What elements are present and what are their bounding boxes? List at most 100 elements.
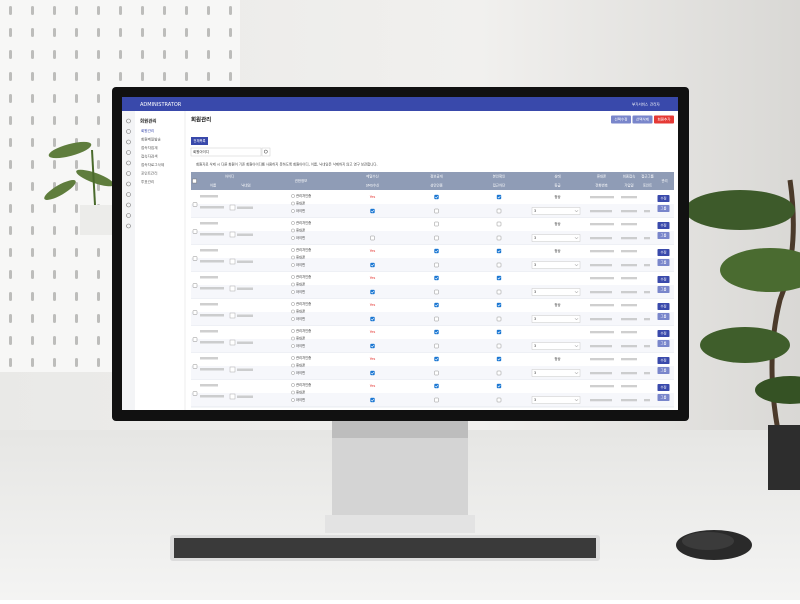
radio[interactable] xyxy=(291,356,295,360)
radio[interactable] xyxy=(291,290,295,294)
radio[interactable] xyxy=(291,383,295,387)
level-select[interactable] xyxy=(531,207,581,215)
checkbox[interactable] xyxy=(496,302,502,308)
row-button[interactable] xyxy=(657,367,670,374)
radio[interactable] xyxy=(291,302,295,306)
checkbox[interactable] xyxy=(192,256,198,261)
action-button[interactable] xyxy=(654,115,674,124)
checkbox[interactable] xyxy=(434,316,439,322)
checkbox[interactable] xyxy=(370,343,375,349)
radio[interactable] xyxy=(291,201,295,206)
checkbox[interactable] xyxy=(496,383,502,389)
action-button[interactable] xyxy=(611,115,631,124)
tab[interactable] xyxy=(191,137,208,145)
checkbox[interactable] xyxy=(434,194,439,200)
checkbox[interactable] xyxy=(434,397,439,403)
level-select[interactable] xyxy=(531,315,581,323)
checkbox[interactable] xyxy=(434,262,439,268)
row-button[interactable] xyxy=(657,330,670,337)
checkbox[interactable] xyxy=(434,275,439,281)
level-select[interactable] xyxy=(531,234,581,242)
checkbox[interactable] xyxy=(434,302,439,308)
radio[interactable] xyxy=(291,317,295,321)
checkbox[interactable] xyxy=(496,248,502,254)
radio[interactable] xyxy=(291,228,295,233)
checkbox[interactable] xyxy=(496,275,502,281)
radio[interactable] xyxy=(291,344,295,348)
radio[interactable] xyxy=(291,236,295,240)
checkbox[interactable] xyxy=(192,202,198,207)
checkbox[interactable] xyxy=(192,283,198,288)
checkbox[interactable] xyxy=(496,397,502,403)
checkbox[interactable] xyxy=(370,235,375,241)
checkbox[interactable] xyxy=(434,221,439,227)
checkbox[interactable] xyxy=(434,235,439,241)
radio[interactable] xyxy=(291,275,295,279)
checkbox[interactable] xyxy=(496,221,502,227)
level-select[interactable] xyxy=(531,342,581,350)
radio[interactable] xyxy=(291,282,295,287)
row-button[interactable] xyxy=(657,249,670,256)
radio[interactable] xyxy=(291,363,295,368)
row-button[interactable] xyxy=(657,286,670,293)
radio[interactable] xyxy=(291,309,295,314)
level-select[interactable] xyxy=(531,369,581,377)
radio[interactable] xyxy=(291,263,295,267)
radio[interactable] xyxy=(291,390,295,395)
row-button[interactable] xyxy=(657,259,670,266)
radio[interactable] xyxy=(291,209,295,213)
radio[interactable] xyxy=(291,336,295,341)
row-button[interactable] xyxy=(657,303,670,310)
checkbox[interactable] xyxy=(496,329,502,335)
radio[interactable] xyxy=(291,329,295,333)
level-select[interactable] xyxy=(531,288,581,296)
action-button[interactable] xyxy=(632,115,653,124)
checkbox[interactable] xyxy=(496,262,502,268)
row-button[interactable] xyxy=(657,313,670,320)
checkbox[interactable] xyxy=(434,289,439,295)
radio[interactable] xyxy=(291,398,295,402)
row-button[interactable] xyxy=(657,195,670,202)
header-checkbox[interactable] xyxy=(192,178,197,184)
checkbox[interactable] xyxy=(496,370,502,376)
search-select[interactable] xyxy=(190,147,262,157)
checkbox[interactable] xyxy=(496,194,502,200)
radio[interactable] xyxy=(291,221,295,225)
checkbox[interactable] xyxy=(434,248,439,254)
checkbox[interactable] xyxy=(434,370,439,376)
search-button[interactable] xyxy=(261,147,271,157)
checkbox[interactable] xyxy=(370,208,375,214)
checkbox[interactable] xyxy=(434,208,439,214)
checkbox[interactable] xyxy=(434,383,439,389)
checkbox[interactable] xyxy=(434,343,439,349)
checkbox[interactable] xyxy=(370,370,375,376)
row-button[interactable] xyxy=(657,232,670,239)
checkbox[interactable] xyxy=(496,356,502,362)
level-select[interactable] xyxy=(531,261,581,269)
row-button[interactable] xyxy=(657,384,670,391)
checkbox[interactable] xyxy=(370,316,375,322)
checkbox[interactable] xyxy=(192,337,198,342)
row-button[interactable] xyxy=(657,357,670,364)
checkbox[interactable] xyxy=(434,329,439,335)
row-button[interactable] xyxy=(657,205,670,212)
checkbox[interactable] xyxy=(496,289,502,295)
row-button[interactable] xyxy=(657,340,670,347)
checkbox[interactable] xyxy=(370,289,375,295)
checkbox[interactable] xyxy=(496,316,502,322)
checkbox[interactable] xyxy=(434,356,439,362)
row-button[interactable] xyxy=(657,394,670,401)
checkbox[interactable] xyxy=(192,229,198,234)
checkbox[interactable] xyxy=(496,235,502,241)
row-button[interactable] xyxy=(657,222,670,229)
checkbox[interactable] xyxy=(496,343,502,349)
checkbox[interactable] xyxy=(192,364,198,369)
checkbox[interactable] xyxy=(370,397,375,403)
row-button[interactable] xyxy=(657,276,670,283)
radio[interactable] xyxy=(291,194,295,198)
checkbox[interactable] xyxy=(192,310,198,315)
radio[interactable] xyxy=(291,371,295,375)
checkbox[interactable] xyxy=(192,391,198,396)
radio[interactable] xyxy=(291,255,295,260)
checkbox[interactable] xyxy=(496,208,502,214)
